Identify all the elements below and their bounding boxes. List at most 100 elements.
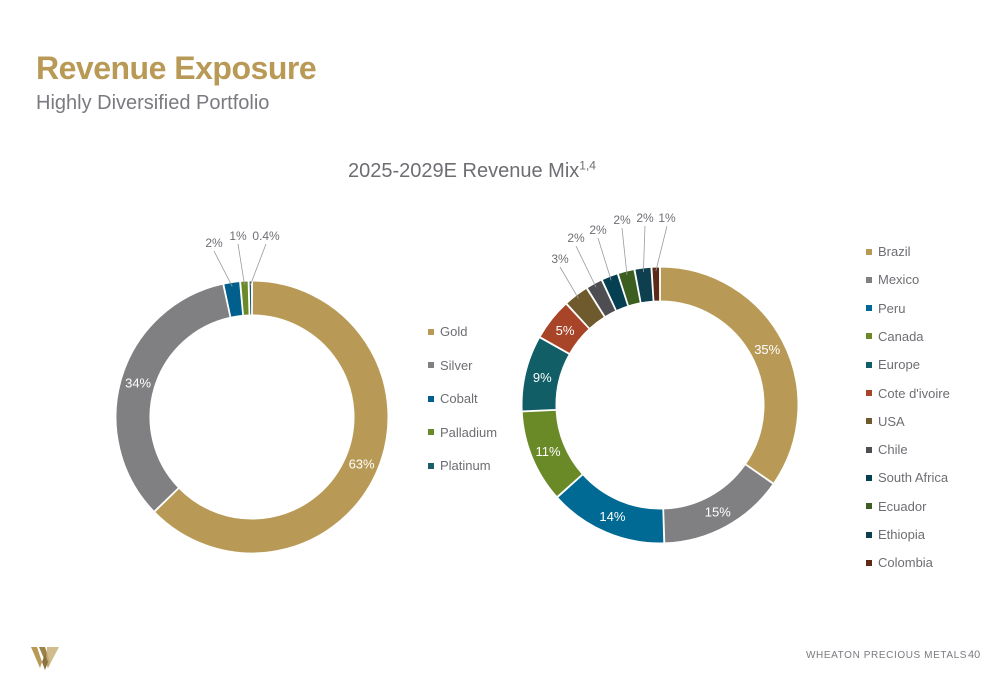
slice-colombia (651, 266, 661, 302)
legend-swatch (866, 418, 872, 425)
page-subtitle: Highly Diversified Portfolio (36, 92, 270, 114)
legend-item-colombia: Colombia (866, 555, 933, 570)
leader-line-chile (575, 245, 597, 288)
data-label-chile: 2% (567, 231, 585, 245)
legend-item-palladium: Palladium (428, 425, 497, 440)
chart-heading-text: 2025-2029E Revenue Mix (348, 159, 580, 182)
legend-label: Cobalt (440, 391, 478, 406)
legend-label: Gold (440, 324, 468, 339)
legend-label: South Africa (878, 470, 949, 486)
data-label-palladium: 1% (229, 229, 247, 243)
slice-silver (115, 283, 231, 513)
legend-label: Brazil (878, 244, 911, 259)
legend-label: Canada (878, 328, 924, 344)
data-label-ethiopia: 2% (636, 211, 654, 225)
slice-peru (556, 473, 665, 544)
chart-heading-superscript: 1,4 (579, 158, 596, 172)
slice-chile (586, 279, 617, 318)
legend-swatch (866, 248, 872, 255)
legend-item-canada: Canada (866, 329, 924, 344)
legend-swatch (428, 462, 434, 469)
legend-swatch (866, 531, 872, 538)
slice-europe (521, 336, 570, 412)
country-donut-chart: 35% 15% 14% 11% 9% 5% 3% 2% 2% 2% 2% 1% (521, 211, 799, 544)
data-label-brazil: 35% (754, 342, 780, 357)
legend-item-usa: USA (866, 414, 905, 429)
legend-item-cote-d-ivoire: Cote d'ivoire (866, 386, 950, 401)
legend-item-gold: Gold (428, 324, 467, 339)
legend-item-ecuador: Ecuador (866, 499, 926, 514)
slice-cote-d-ivoire (539, 303, 590, 355)
legend-item-europe: Europe (866, 357, 920, 372)
legend-swatch (866, 503, 872, 510)
legend-swatch (428, 328, 434, 335)
leader-line-ethiopia (642, 225, 646, 273)
legend-swatch (866, 305, 872, 312)
leader-line-palladium (237, 243, 245, 286)
legend-swatch (866, 390, 872, 397)
data-label-colombia: 1% (658, 211, 676, 225)
page-title: Revenue Exposure (36, 50, 317, 86)
wheaton-w-logo-icon (31, 647, 59, 670)
legend-item-south-africa: South Africa (866, 470, 948, 485)
slice-cobalt (223, 281, 244, 318)
data-label-europe: 9% (533, 370, 552, 385)
legend-label: Mexico (878, 272, 920, 288)
legend-swatch (428, 362, 434, 369)
legend-swatch (866, 361, 872, 368)
legend-label: Ecuador (878, 498, 927, 514)
legend-item-silver: Silver (428, 358, 473, 373)
legend-item-platinum: Platinum (428, 458, 491, 473)
data-label-cote-d-ivoire: 5% (556, 323, 575, 338)
leader-line-usa (559, 266, 579, 299)
legend-swatch (866, 276, 872, 283)
slice-mexico (663, 463, 774, 544)
data-label-south-africa: 2% (589, 223, 607, 237)
legend-swatch (866, 559, 872, 566)
slice-platinum (248, 280, 253, 316)
chart-heading: 2025-2029E Revenue Mix1,4 (0, 158, 1000, 183)
legend-label: Europe (878, 357, 920, 373)
legend-swatch (866, 474, 872, 481)
legend-label: Ethiopia (878, 527, 925, 542)
legend-item-chile: Chile (866, 442, 908, 457)
slice-brazil (659, 266, 799, 484)
legend-swatch (428, 429, 434, 436)
legend-label: Peru (878, 300, 906, 316)
legend-swatch (866, 446, 872, 453)
leader-line-cobalt (213, 250, 233, 287)
leader-line-ecuador (621, 227, 628, 276)
data-label-platinum: 0.4% (252, 229, 280, 243)
data-label-canada: 11% (536, 444, 561, 459)
slice-canada (521, 409, 584, 498)
data-label-peru: 14% (599, 509, 625, 524)
legend-swatch (428, 395, 434, 402)
data-label-mexico: 15% (705, 504, 731, 519)
slice-gold (153, 280, 389, 554)
legend-item-cobalt: Cobalt (428, 391, 478, 406)
data-label-gold: 63% (349, 456, 375, 471)
legend-label: Platinum (440, 458, 491, 473)
legend-swatch (866, 333, 872, 340)
legend-label: USA (878, 413, 905, 429)
legend-label: Silver (440, 357, 473, 373)
legend-item-peru: Peru (866, 301, 905, 316)
data-label-silver: 34% (125, 376, 151, 391)
legend-item-brazil: Brazil (866, 244, 911, 259)
leader-line-colombia (655, 225, 668, 272)
metal-donut-chart: 63% 34% 2% 1% 0.4% (115, 229, 389, 554)
data-label-cobalt: 2% (205, 236, 223, 250)
leader-line-south-africa (597, 237, 612, 281)
leader-line-platinum (249, 243, 267, 286)
footer-brand: WHEATON PRECIOUS METALS (806, 650, 968, 661)
legend-label: Colombia (878, 555, 933, 571)
data-label-usa: 3% (551, 252, 569, 266)
slice-south-africa (601, 273, 629, 312)
legend-label: Cote d'ivoire (878, 385, 950, 401)
legend-item-mexico: Mexico (866, 272, 919, 287)
slice-usa (565, 287, 606, 330)
slice-palladium (240, 280, 250, 316)
page-number: 40 (968, 649, 981, 661)
slice-ecuador (617, 268, 641, 307)
